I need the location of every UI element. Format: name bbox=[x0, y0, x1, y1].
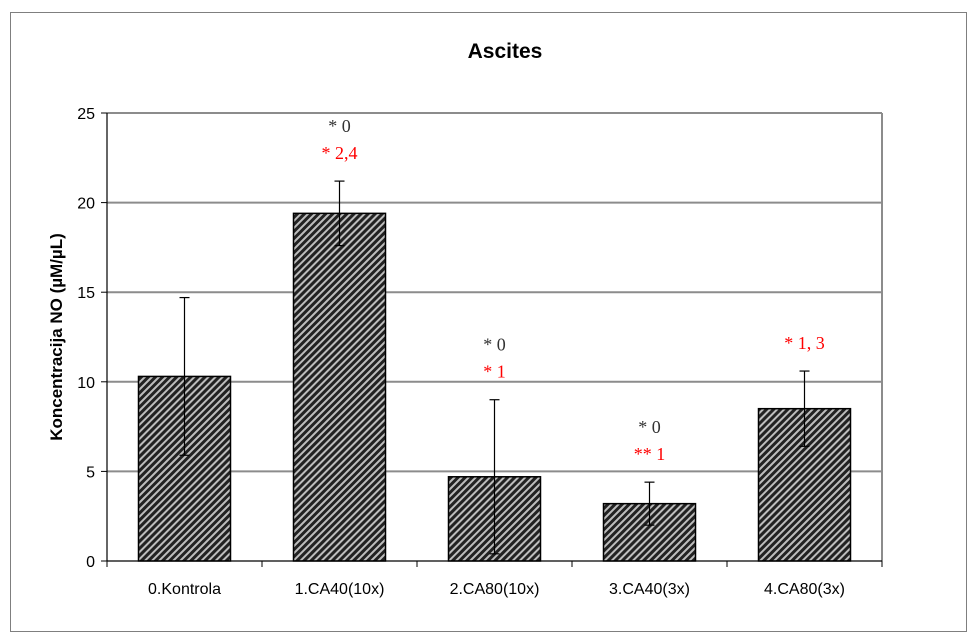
chart-title: Ascites bbox=[468, 40, 543, 63]
grid-layer bbox=[107, 112, 883, 561]
annotation-3-0: * 0 bbox=[638, 417, 661, 437]
annotation-1-0: * 0 bbox=[328, 116, 351, 136]
annotation-2-1: * 1 bbox=[483, 362, 506, 382]
annotation-2-0: * 0 bbox=[483, 335, 506, 355]
x-tick-label-2: 2.CA80(10x) bbox=[450, 581, 540, 598]
y-tick-label-10: 10 bbox=[77, 375, 95, 392]
x-tick-label-1: 1.CA40(10x) bbox=[295, 581, 385, 598]
annotation-1-1: * 2,4 bbox=[322, 143, 358, 163]
axis-layer: 0 5 10 15 20 25 0.Kontrola 1.CA40(10x) 2.CA80(10… bbox=[77, 106, 883, 598]
bar-layer bbox=[137, 180, 852, 562]
x-tick-label-3: 3.CA40(3x) bbox=[609, 581, 690, 598]
annotation-4-0: * 1, 3 bbox=[784, 333, 825, 353]
y-axis-label: Koncentracija NO (µM/µL) bbox=[47, 233, 66, 441]
x-tick-label-4: 4.CA80(3x) bbox=[764, 581, 845, 598]
y-tick-label-25: 25 bbox=[77, 106, 95, 123]
y-tick-label-0: 0 bbox=[86, 554, 95, 571]
y-tick-label-20: 20 bbox=[77, 196, 95, 213]
bar-1 bbox=[292, 212, 387, 562]
y-tick-label-15: 15 bbox=[77, 285, 95, 302]
annotation-layer: * 0 * 2,4 * 0 * 1 * 0 ** 1 * 1, 3 bbox=[322, 116, 825, 464]
x-tick-label-0: 0.Kontrola bbox=[148, 581, 221, 598]
y-tick-label-5: 5 bbox=[86, 464, 95, 481]
annotation-3-1: ** 1 bbox=[634, 444, 666, 464]
bar-chart: Ascites Koncentracija NO (µM/µL) 0 5 10 15 2… bbox=[47, 40, 883, 598]
